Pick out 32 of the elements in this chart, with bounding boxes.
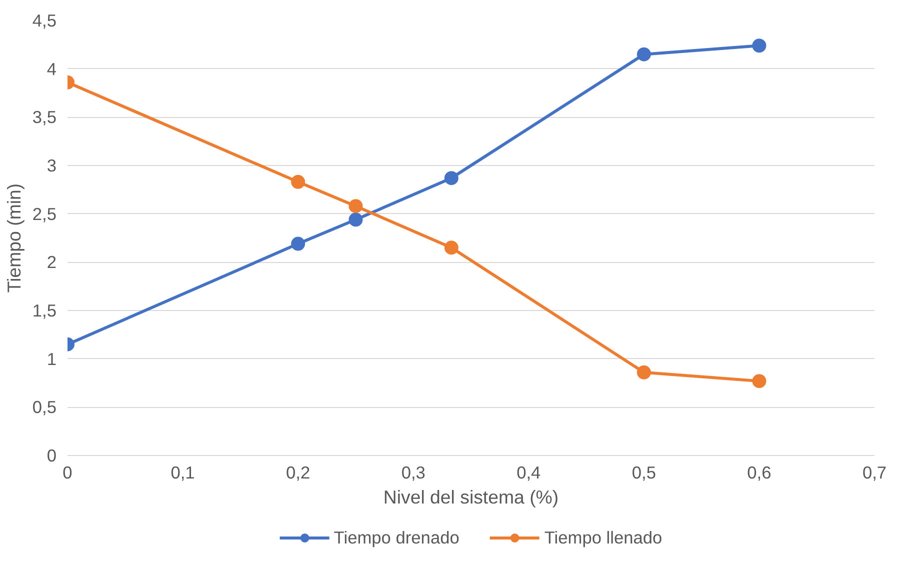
point [291,236,306,251]
point [348,212,363,227]
point [636,365,651,380]
y-tick-label: 3,5 [32,107,57,128]
point [444,171,458,186]
x-axis-title: Nivel del sistema (%) [383,486,559,508]
y-tick-label: 2 [46,252,57,272]
point [291,174,306,189]
x-tick-label: 0,5 [632,462,656,482]
x-tick-label: 0,4 [516,462,542,482]
y-tick-label: 4 [46,58,57,79]
x-tick-label: 0,7 [862,462,887,482]
legend-label: Tiempo llenado [544,527,662,548]
x-tick-label: 0,2 [286,462,310,482]
x-tick-label: 0,3 [401,462,426,482]
y-tick-label: 0,5 [32,397,57,418]
y-tick-label: 2,5 [32,204,57,224]
point [444,240,458,255]
x-tick-label: 0,6 [747,462,772,482]
y-tick-label: 1 [46,348,57,369]
point [636,47,651,62]
x-tick-label: 0 [62,462,72,482]
point [752,374,766,388]
point [348,199,363,214]
y-tick-label: 0 [46,446,57,466]
x-tick-label: 0,1 [170,462,195,482]
y-tick-label: 3 [46,156,57,176]
y-tick-label: 1,5 [32,300,57,320]
point [752,38,766,53]
legend-label: Tiempo drenado [334,527,460,548]
y-axis-title: Tiempo (min) [3,183,24,293]
y-tick-label: 4,5 [32,10,57,30]
